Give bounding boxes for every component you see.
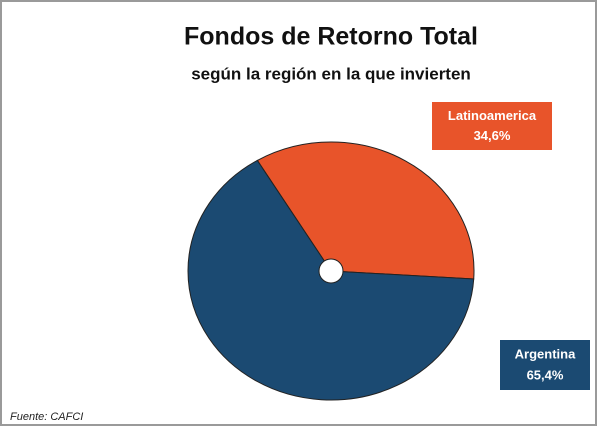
label-box bbox=[500, 340, 590, 390]
pie-hole bbox=[318, 258, 344, 284]
label-box bbox=[432, 102, 552, 150]
source: Fuente: CAFCI bbox=[10, 411, 83, 423]
slice-value-label: 65,4% bbox=[527, 367, 564, 382]
pie-slice bbox=[256, 141, 475, 280]
slice-value-label: 34,6% bbox=[474, 128, 511, 143]
slice-label: Latinoamerica bbox=[448, 108, 537, 123]
slice-label: Argentina bbox=[515, 346, 576, 361]
chart-subtitle: según la región en la que invierten bbox=[191, 64, 471, 83]
chart-title: Fondos de Retorno Total bbox=[184, 23, 478, 51]
